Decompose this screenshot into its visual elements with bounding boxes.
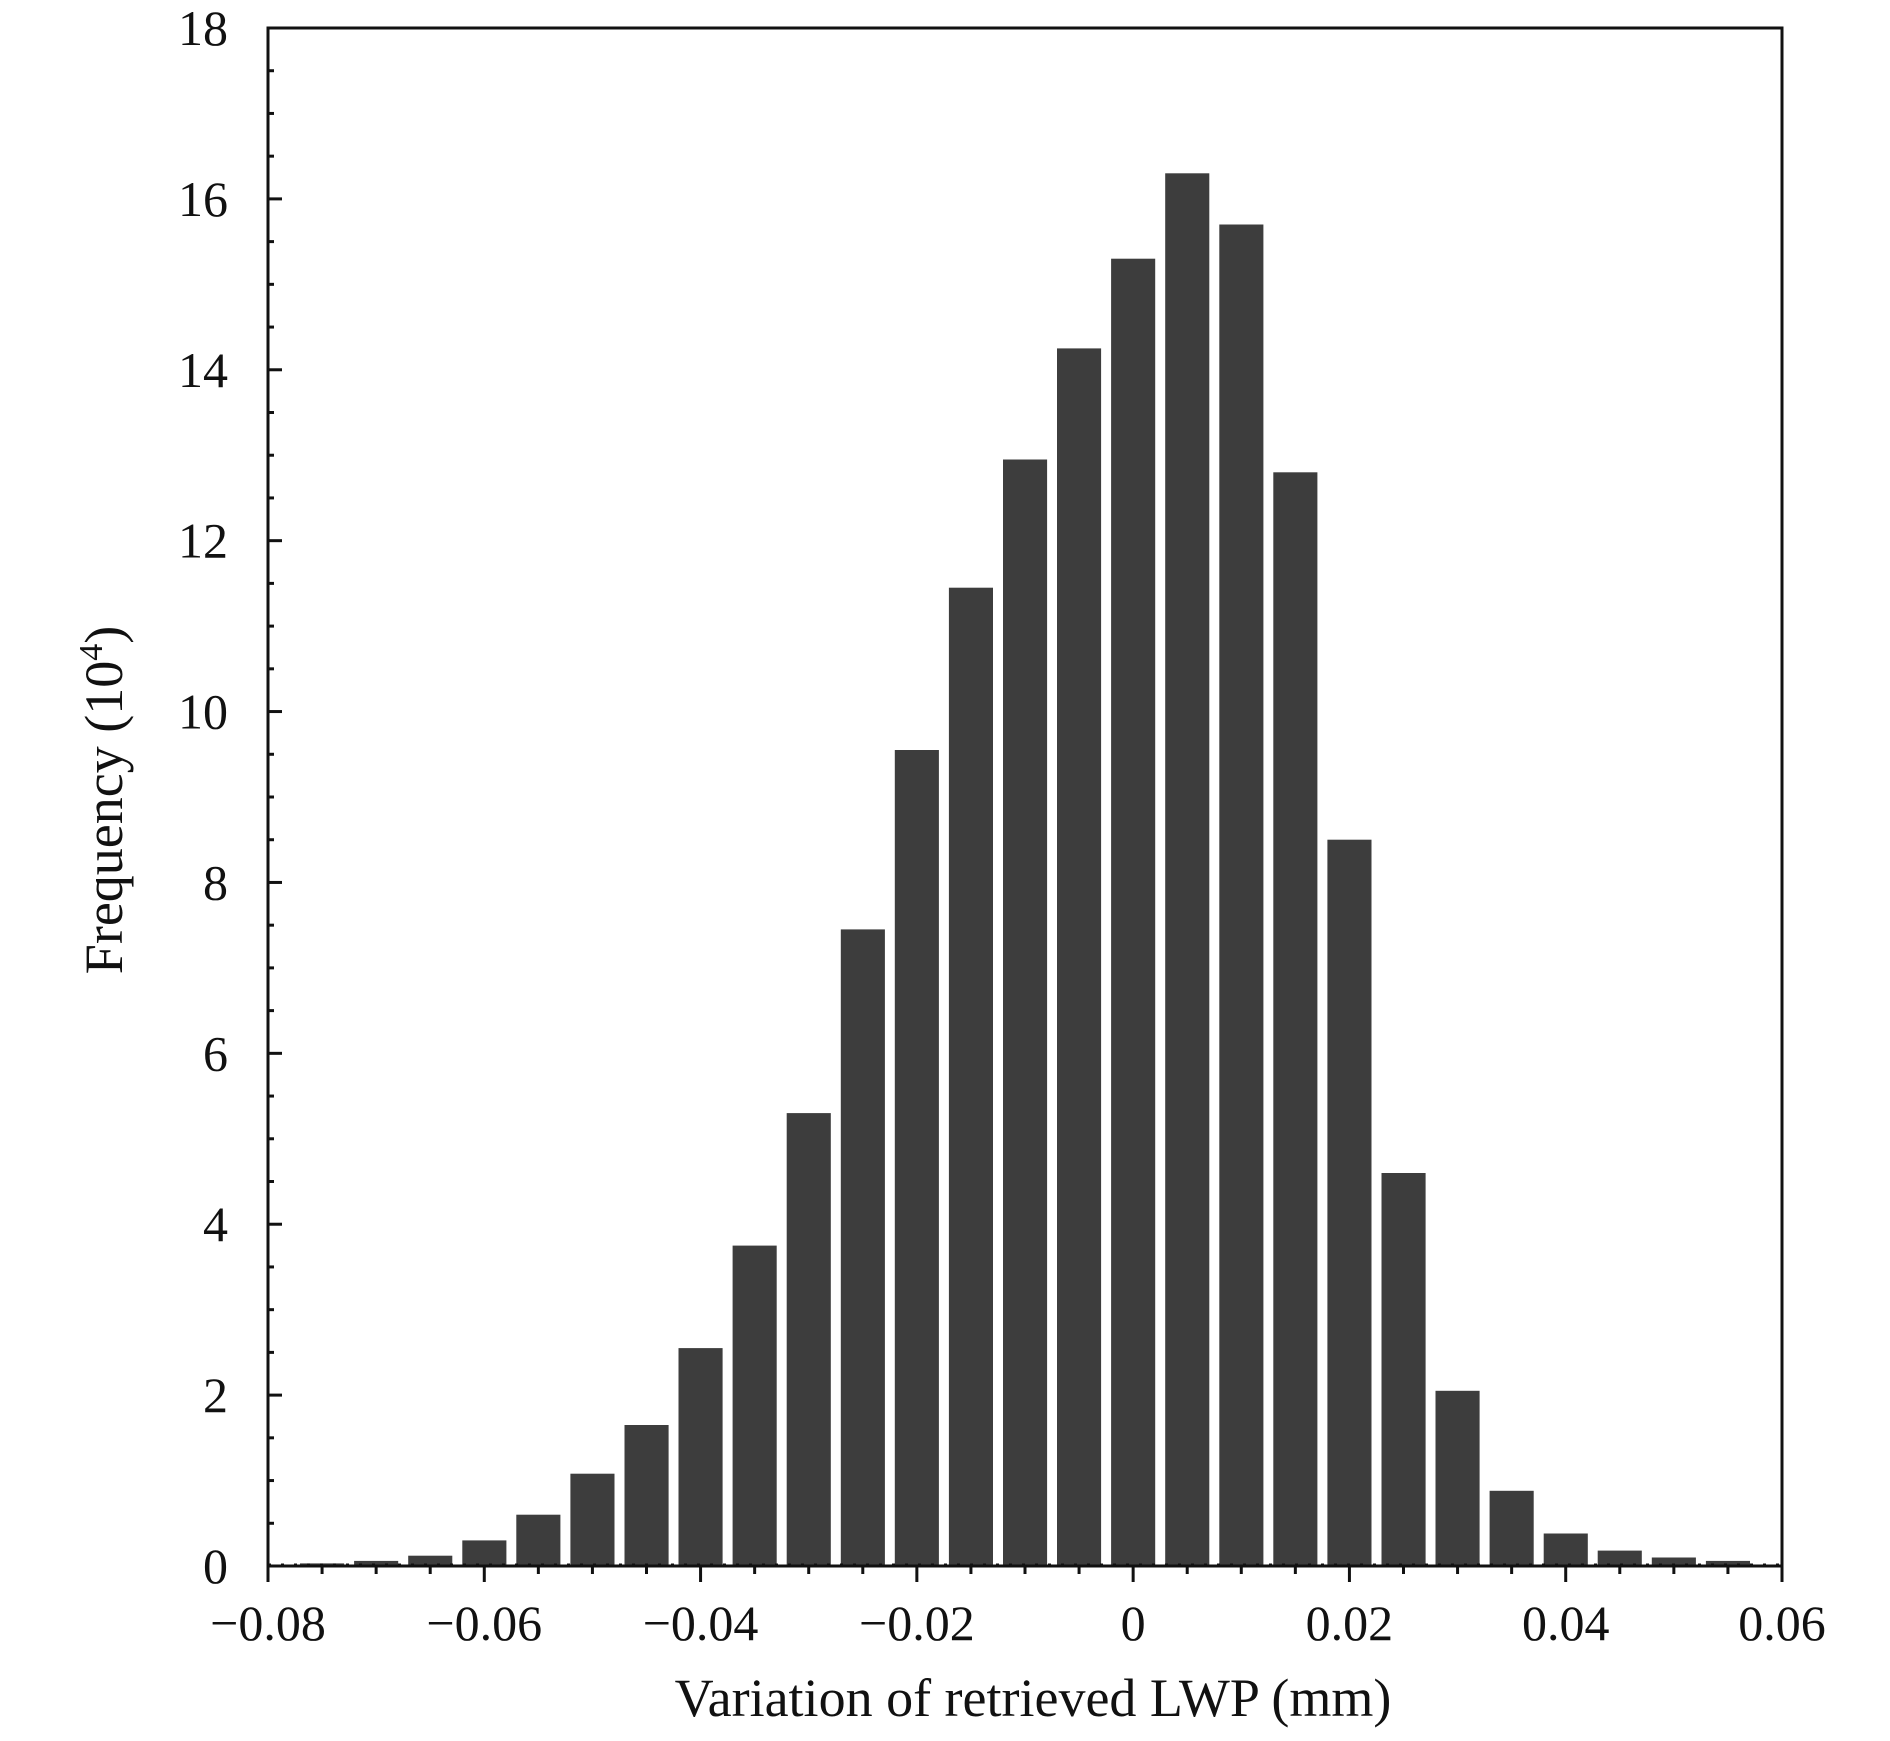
bar [462,1540,507,1566]
bar [1597,1550,1642,1566]
bar [840,929,885,1566]
y-tick-label: 8 [203,854,228,910]
x-tick-label: −0.04 [643,1595,759,1651]
bar [894,750,939,1566]
bar [1651,1557,1696,1566]
x-tick-label: −0.06 [426,1595,542,1651]
x-axis-tick-labels: −0.08 −0.06 −0.04 −0.02 0 0.02 0.04 0.06 [210,1595,1826,1651]
bar [1381,1173,1426,1566]
bar [1003,459,1048,1566]
y-tick-label: 18 [178,0,228,56]
y-tick-label: 6 [203,1025,228,1081]
bar [786,1113,831,1566]
y-tick-label: 14 [178,342,228,398]
bar [678,1348,723,1566]
bar [624,1425,669,1566]
bar [1219,224,1264,1566]
y-tick-label: 10 [178,684,228,740]
y-tick-label: 16 [178,171,228,227]
bar [408,1555,453,1566]
y-axis-ticks [268,26,282,1568]
bar [354,1560,399,1566]
bar [1705,1560,1750,1566]
y-axis-title: Frequency (104) [73,626,134,974]
x-tick-label: −0.08 [210,1595,326,1651]
x-tick-label: 0.06 [1738,1595,1826,1651]
x-axis-ticks [266,1566,1784,1582]
y-tick-label: 4 [203,1196,228,1252]
bar [1165,173,1210,1566]
bar [1327,839,1372,1566]
bar [516,1514,561,1566]
y-tick-label: 12 [178,513,228,569]
bar [732,1245,777,1566]
bar [1057,348,1102,1566]
bars-group [300,173,1750,1567]
bar [570,1473,615,1566]
bar [1435,1390,1480,1566]
x-tick-label: 0.04 [1522,1595,1610,1651]
bar [1543,1533,1588,1566]
y-tick-label: 0 [203,1538,228,1594]
bar [1111,258,1156,1567]
y-axis-tick-labels: 0 2 4 6 8 10 12 14 16 18 [178,0,228,1594]
bar [948,587,993,1566]
x-axis-title: Variation of retrieved LWP (mm) [675,1668,1392,1728]
y-axis-title-main: Frequency (10 [74,661,134,974]
x-tick-label: −0.02 [859,1595,975,1651]
y-tick-label: 2 [203,1367,228,1423]
bar [1489,1490,1534,1566]
x-tick-label: 0.02 [1306,1595,1394,1651]
y-axis-title-superscript: 4 [73,644,110,661]
x-tick-label: 0 [1121,1595,1146,1651]
bar [1273,472,1318,1566]
y-axis-title-suffix: ) [74,626,134,644]
